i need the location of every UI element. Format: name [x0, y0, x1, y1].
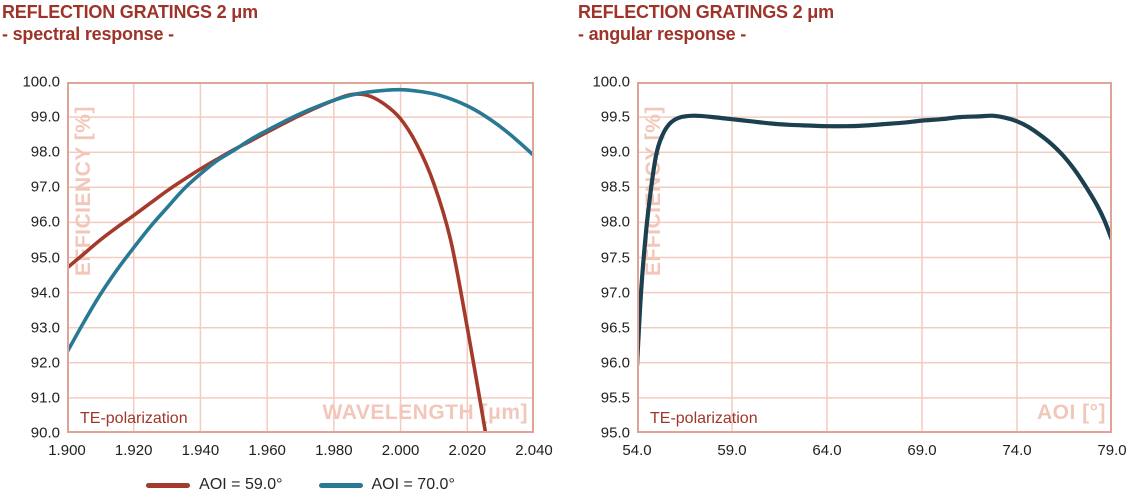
xlabel-watermark: AOI [°]	[1037, 401, 1106, 424]
xlabel-watermark: WAVELENGTH [μm]	[323, 401, 528, 424]
y-tick-label: 100.0	[22, 73, 60, 91]
y-tick-label: 98.0	[30, 143, 60, 161]
y-tick-label: 100.0	[592, 73, 630, 91]
angular-chart-subtitle: - angular response -	[578, 24, 747, 44]
x-tick-label: 1.960	[248, 442, 286, 459]
x-tick-label: 1.940	[181, 442, 220, 459]
y-tick-label: 92.0	[30, 354, 60, 372]
x-tick-label: 64.0	[812, 442, 842, 459]
spectral-chart-plot: EFFICIENCY [%] WAVELENGTH [μm] TE-polariza…	[22, 74, 552, 494]
legend-swatch	[318, 482, 363, 488]
legend: AOI = 59.0° AOI = 70.0°	[67, 476, 534, 494]
ylabel-watermark: EFFICIENCY [%]	[72, 106, 95, 276]
plot-border	[67, 82, 534, 433]
y-tick-label: 99.0	[30, 108, 60, 126]
legend-item: AOI = 59.0°	[146, 476, 283, 494]
y-tick-label: 96.5	[600, 319, 630, 337]
x-tick-label: 59.0	[717, 442, 747, 459]
x-tick-label: 2.020	[448, 442, 487, 459]
y-tick-label: 97.0	[600, 284, 630, 302]
y-tick-label: 95.0	[600, 424, 630, 442]
y-tick-label: 94.0	[30, 284, 60, 302]
spectral-chart-subtitle: - spectral response -	[2, 24, 174, 44]
x-tick-label: 1.920	[114, 442, 153, 459]
legend-label: AOI = 59.0°	[199, 476, 283, 493]
y-tick-label: 96.0	[30, 213, 60, 231]
y-tick-label: 90.0	[30, 424, 60, 442]
annotation-label: TE-polarization	[80, 410, 188, 427]
y-tick-label: 91.0	[30, 389, 60, 407]
x-tick-label: 79.0	[1097, 442, 1127, 459]
angular-chart-title: REFLECTION GRATINGS 2 μm	[578, 2, 834, 22]
y-tick-label: 99.5	[600, 108, 630, 126]
series-path	[67, 87, 534, 355]
x-tick-label: 1.980	[315, 442, 353, 459]
y-tick-label: 95.0	[30, 249, 60, 266]
x-tick-label: 2.040	[515, 442, 553, 459]
y-tick-label: 98.0	[600, 213, 630, 231]
chart-canvas: EFFICIENCY [%]AOI [°]TE-polarization	[637, 82, 1112, 433]
x-tick-label: 74.0	[1002, 442, 1032, 459]
y-tick-label: 97.0	[30, 178, 60, 196]
y-tick-label: 93.0	[30, 319, 60, 337]
y-tick-label: 97.5	[600, 249, 630, 266]
x-tick-label: 69.0	[907, 442, 937, 459]
x-tick-label: 1.900	[48, 442, 86, 459]
chart-canvas: EFFICIENCY [%] WAVELENGTH [μm] TE-polariza…	[67, 82, 534, 433]
angular-chart-plot: EFFICIENCY [%] AOI [°] TE-polarization 100.…	[592, 74, 1126, 460]
y-tick-label: 98.5	[600, 178, 630, 196]
spectral-chart-header: REFLECTION GRATINGS 2 μm - spectral resp…	[2, 1, 258, 45]
annotation-label: TE-polarization	[650, 410, 758, 427]
legend-swatch	[146, 482, 191, 488]
series-path	[637, 113, 1112, 369]
angular-chart-header: REFLECTION GRATINGS 2 μm - angular respo…	[578, 1, 834, 45]
x-tick-label: 2.000	[381, 442, 420, 459]
legend-item: AOI = 70.0°	[318, 476, 455, 494]
y-tick-label: 99.0	[600, 143, 630, 161]
x-tick-label: 54.0	[622, 442, 652, 459]
plot-border	[637, 82, 1112, 433]
y-tick-label: 95.5	[600, 389, 630, 407]
y-tick-label: 96.0	[600, 354, 630, 372]
spectral-chart-title: REFLECTION GRATINGS 2 μm	[2, 2, 258, 22]
series-path	[67, 92, 488, 433]
legend-label: AOI = 70.0°	[371, 476, 455, 493]
